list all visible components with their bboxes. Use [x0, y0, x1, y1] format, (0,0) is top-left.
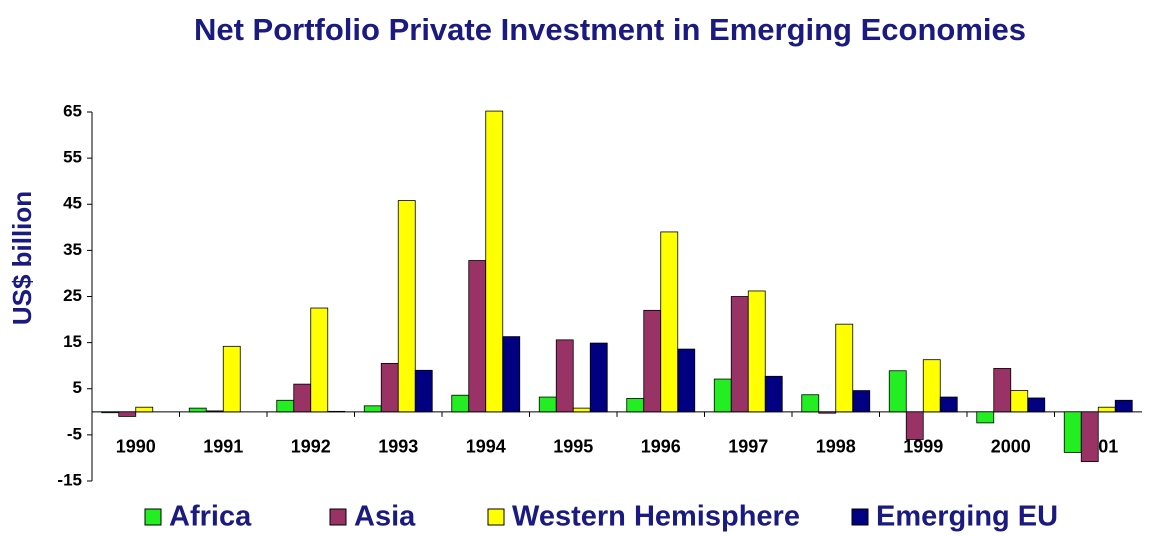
bar [502, 336, 521, 413]
bar [222, 345, 241, 413]
x-tick-label: 1994 [466, 437, 506, 457]
x-tick-label: 1999 [903, 437, 943, 457]
x-tick-label: 1993 [378, 437, 418, 457]
x-tick-label: 1991 [203, 437, 243, 457]
legend-marker [329, 508, 347, 526]
bar [993, 368, 1012, 413]
bar [538, 396, 557, 413]
bar [468, 260, 487, 413]
bar [485, 110, 504, 413]
y-tick-label: -5 [67, 424, 82, 443]
legend-marker [487, 508, 505, 526]
bar [589, 342, 608, 413]
bar [1080, 411, 1099, 463]
bar [118, 411, 137, 417]
y-tick-label: 65 [63, 101, 82, 120]
bar [188, 407, 207, 413]
bar [1114, 399, 1133, 413]
bar [643, 309, 662, 413]
bar [380, 362, 399, 413]
bar [660, 231, 679, 413]
bar [1010, 390, 1029, 413]
legend-label: Western Hemisphere [512, 501, 800, 533]
bar [205, 410, 224, 413]
y-tick-label: 45 [63, 194, 82, 213]
legend-label: Emerging EU [876, 501, 1058, 533]
bar [572, 407, 591, 413]
y-tick-label: 25 [63, 286, 82, 305]
legend-marker [851, 508, 869, 526]
bar [414, 369, 433, 413]
bar [922, 359, 941, 413]
x-tick-label: 1996 [641, 437, 681, 457]
bar [555, 339, 574, 413]
bar [1097, 406, 1116, 413]
x-tick-label: 1997 [728, 437, 768, 457]
bar [1063, 411, 1082, 453]
bar [939, 396, 958, 413]
bar [976, 411, 995, 424]
y-tick-label: 15 [63, 332, 82, 351]
bar [764, 375, 783, 413]
bar [730, 296, 749, 413]
x-tick-label: 1990 [116, 437, 156, 457]
bar [713, 378, 732, 413]
x-tick-label: 2000 [991, 437, 1031, 457]
x-tick-label: 1992 [291, 437, 331, 457]
bar [363, 405, 382, 413]
bar [293, 383, 312, 413]
bar [677, 348, 696, 413]
bar [310, 307, 329, 413]
y-axis-label: US$ billion [7, 191, 37, 325]
bar [101, 411, 120, 414]
chart-title: Net Portfolio Private Investment in Emer… [194, 12, 1026, 47]
bar [451, 394, 470, 413]
bar [1027, 397, 1046, 413]
x-tick-label: 1998 [816, 437, 856, 457]
bar [852, 390, 871, 413]
legend-marker [144, 508, 162, 526]
y-tick-label: 55 [63, 148, 82, 167]
x-tick-label: 1995 [553, 437, 593, 457]
y-tick-label: 35 [63, 240, 82, 259]
bar [888, 370, 907, 413]
bar [905, 411, 924, 440]
legend-label: Asia [354, 501, 416, 533]
y-tick-label: -15 [57, 470, 82, 489]
bar [135, 406, 154, 413]
bar [801, 394, 820, 413]
legend-label: Africa [169, 501, 252, 533]
bar [835, 323, 854, 413]
bar [626, 398, 645, 413]
bar [818, 411, 837, 414]
y-tick-label: 5 [73, 378, 82, 397]
bar [747, 290, 766, 413]
bar [397, 200, 416, 413]
bar [276, 399, 295, 413]
